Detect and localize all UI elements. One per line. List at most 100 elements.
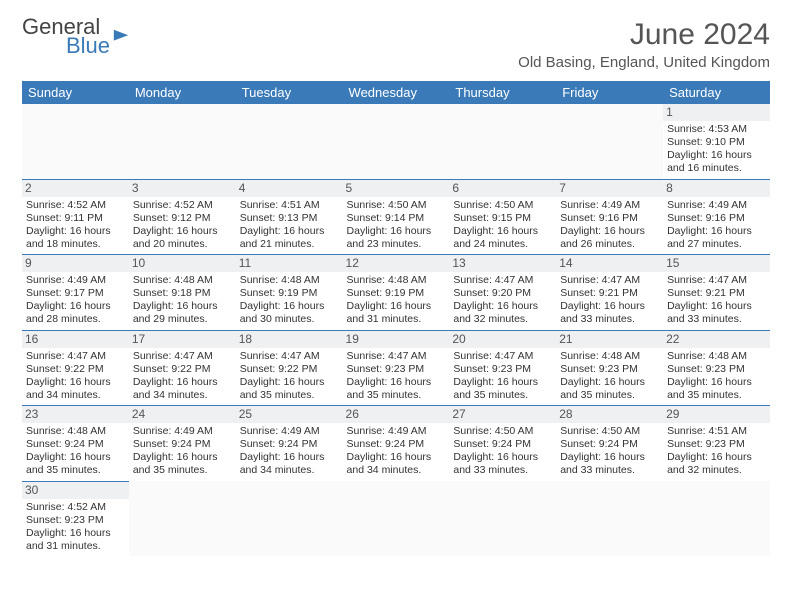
calendar-day-cell: 26Sunrise: 4:49 AM Sunset: 9:24 PM Dayli… (343, 406, 450, 482)
calendar-day-cell: 17 Sunrise: 4:47 AM Sunset: 9:22 PM Dayli… (129, 330, 236, 406)
day-number: 11 (236, 255, 343, 272)
flag-icon (112, 28, 130, 46)
day-number: 22 (663, 331, 770, 348)
day-number: 9 (22, 255, 129, 272)
day-info: Sunrise: 4:53 AM Sunset: 9:10 PM Dayligh… (667, 123, 766, 176)
day-info: Sunrise: 4:47 AM Sunset: 9:23 PM Dayligh… (347, 350, 446, 403)
calendar-empty-cell (449, 104, 556, 179)
day-number: 10 (129, 255, 236, 272)
calendar-day-cell: 5Sunrise: 4:50 AM Sunset: 9:14 PM Daylig… (343, 179, 450, 255)
logo-text-blue: Blue (22, 37, 110, 56)
day-number: 29 (663, 406, 770, 423)
day-number: 1 (663, 104, 770, 121)
calendar-day-cell: 4 Sunrise: 4:51 AM Sunset: 9:13 PM Daylig… (236, 179, 343, 255)
day-info: Sunrise: 4:50 AM Sunset: 9:24 PM Dayligh… (453, 425, 552, 478)
day-number: 30 (22, 482, 129, 499)
day-number: 26 (343, 406, 450, 423)
calendar-empty-cell (556, 481, 663, 556)
calendar-week-row: 1 Sunrise: 4:53 AM Sunset: 9:10 PM Daylig… (22, 104, 770, 179)
day-number: 20 (449, 331, 556, 348)
day-number: 13 (449, 255, 556, 272)
calendar-day-cell: 11Sunrise: 4:48 AM Sunset: 9:19 PM Dayli… (236, 255, 343, 331)
calendar-empty-cell (343, 481, 450, 556)
calendar-day-cell: 8 Sunrise: 4:49 AM Sunset: 9:16 PM Daylig… (663, 179, 770, 255)
weekday-header: Saturday (663, 81, 770, 104)
calendar-empty-cell (129, 481, 236, 556)
calendar-empty-cell (129, 104, 236, 179)
title-block: June 2024 Old Basing, England, United Ki… (518, 18, 770, 71)
calendar-day-cell: 16Sunrise: 4:47 AM Sunset: 9:22 PM Dayli… (22, 330, 129, 406)
day-number: 8 (663, 180, 770, 197)
day-info: Sunrise: 4:47 AM Sunset: 9:22 PM Dayligh… (240, 350, 339, 403)
location-subtitle: Old Basing, England, United Kingdom (518, 54, 770, 71)
day-number: 17 (129, 331, 236, 348)
day-info: Sunrise: 4:47 AM Sunset: 9:22 PM Dayligh… (26, 350, 125, 403)
day-info: Sunrise: 4:48 AM Sunset: 9:19 PM Dayligh… (347, 274, 446, 327)
day-number: 4 (236, 180, 343, 197)
month-title: June 2024 (518, 18, 770, 52)
day-info: Sunrise: 4:50 AM Sunset: 9:24 PM Dayligh… (560, 425, 659, 478)
calendar-day-cell: 14 Sunrise: 4:47 AM Sunset: 9:21 PM Dayli… (556, 255, 663, 331)
calendar-day-cell: 22Sunrise: 4:48 AM Sunset: 9:23 PM Dayli… (663, 330, 770, 406)
weekday-header: Thursday (449, 81, 556, 104)
day-info: Sunrise: 4:47 AM Sunset: 9:21 PM Dayligh… (560, 274, 659, 327)
calendar-day-cell: 12 Sunrise: 4:48 AM Sunset: 9:19 PM Dayli… (343, 255, 450, 331)
weekday-header: Tuesday (236, 81, 343, 104)
calendar-empty-cell (236, 481, 343, 556)
day-info: Sunrise: 4:48 AM Sunset: 9:18 PM Dayligh… (133, 274, 232, 327)
day-info: Sunrise: 4:47 AM Sunset: 9:21 PM Dayligh… (667, 274, 766, 327)
day-number: 21 (556, 331, 663, 348)
day-number: 23 (22, 406, 129, 423)
day-info: Sunrise: 4:48 AM Sunset: 9:24 PM Dayligh… (26, 425, 125, 478)
weekday-header: Sunday (22, 81, 129, 104)
calendar-empty-cell (556, 104, 663, 179)
weekday-header: Friday (556, 81, 663, 104)
calendar-day-cell: 18Sunrise: 4:47 AM Sunset: 9:22 PM Dayli… (236, 330, 343, 406)
calendar-day-cell: 21Sunrise: 4:48 AM Sunset: 9:23 PM Dayli… (556, 330, 663, 406)
calendar-week-row: 16Sunrise: 4:47 AM Sunset: 9:22 PM Dayli… (22, 330, 770, 406)
calendar-week-row: 2Sunrise: 4:52 AM Sunset: 9:11 PM Daylig… (22, 179, 770, 255)
calendar-day-cell: 6Sunrise: 4:50 AM Sunset: 9:15 PM Daylig… (449, 179, 556, 255)
logo: General Blue (22, 18, 130, 55)
calendar-day-cell: 15 Sunrise: 4:47 AM Sunset: 9:21 PM Dayli… (663, 255, 770, 331)
weekday-header: Monday (129, 81, 236, 104)
day-info: Sunrise: 4:49 AM Sunset: 9:24 PM Dayligh… (240, 425, 339, 478)
calendar-day-cell: 29Sunrise: 4:51 AM Sunset: 9:23 PM Dayli… (663, 406, 770, 482)
day-number: 15 (663, 255, 770, 272)
day-number: 24 (129, 406, 236, 423)
day-number: 28 (556, 406, 663, 423)
page-header: General Blue June 2024 Old Basing, Engla… (22, 18, 770, 71)
day-number: 19 (343, 331, 450, 348)
calendar-empty-cell (449, 481, 556, 556)
calendar-empty-cell (236, 104, 343, 179)
calendar-day-cell: 28 Sunrise: 4:50 AM Sunset: 9:24 PM Dayli… (556, 406, 663, 482)
day-info: Sunrise: 4:47 AM Sunset: 9:23 PM Dayligh… (453, 350, 552, 403)
day-info: Sunrise: 4:50 AM Sunset: 9:14 PM Dayligh… (347, 199, 446, 252)
day-info: Sunrise: 4:49 AM Sunset: 9:24 PM Dayligh… (133, 425, 232, 478)
calendar-day-cell: 19 Sunrise: 4:47 AM Sunset: 9:23 PM Dayli… (343, 330, 450, 406)
day-number: 3 (129, 180, 236, 197)
day-info: Sunrise: 4:47 AM Sunset: 9:22 PM Dayligh… (133, 350, 232, 403)
calendar-week-row: 9 Sunrise: 4:49 AM Sunset: 9:17 PM Daylig… (22, 255, 770, 331)
calendar-day-cell: 10 Sunrise: 4:48 AM Sunset: 9:18 PM Dayli… (129, 255, 236, 331)
calendar-day-cell: 23 Sunrise: 4:48 AM Sunset: 9:24 PM Dayli… (22, 406, 129, 482)
calendar-table: SundayMondayTuesdayWednesdayThursdayFrid… (22, 81, 770, 556)
calendar-day-cell: 27 Sunrise: 4:50 AM Sunset: 9:24 PM Dayli… (449, 406, 556, 482)
day-info: Sunrise: 4:49 AM Sunset: 9:17 PM Dayligh… (26, 274, 125, 327)
day-number: 27 (449, 406, 556, 423)
day-number: 12 (343, 255, 450, 272)
day-number: 14 (556, 255, 663, 272)
calendar-empty-cell (343, 104, 450, 179)
weekday-header-row: SundayMondayTuesdayWednesdayThursdayFrid… (22, 81, 770, 104)
day-number: 25 (236, 406, 343, 423)
calendar-day-cell: 9 Sunrise: 4:49 AM Sunset: 9:17 PM Daylig… (22, 255, 129, 331)
calendar-day-cell: 13Sunrise: 4:47 AM Sunset: 9:20 PM Dayli… (449, 255, 556, 331)
day-number: 7 (556, 180, 663, 197)
weekday-header: Wednesday (343, 81, 450, 104)
day-info: Sunrise: 4:51 AM Sunset: 9:13 PM Dayligh… (240, 199, 339, 252)
calendar-day-cell: 3Sunrise: 4:52 AM Sunset: 9:12 PM Daylig… (129, 179, 236, 255)
calendar-week-row: 30Sunrise: 4:52 AM Sunset: 9:23 PM Dayli… (22, 481, 770, 556)
day-info: Sunrise: 4:50 AM Sunset: 9:15 PM Dayligh… (453, 199, 552, 252)
day-info: Sunrise: 4:52 AM Sunset: 9:11 PM Dayligh… (26, 199, 125, 252)
day-info: Sunrise: 4:49 AM Sunset: 9:16 PM Dayligh… (667, 199, 766, 252)
